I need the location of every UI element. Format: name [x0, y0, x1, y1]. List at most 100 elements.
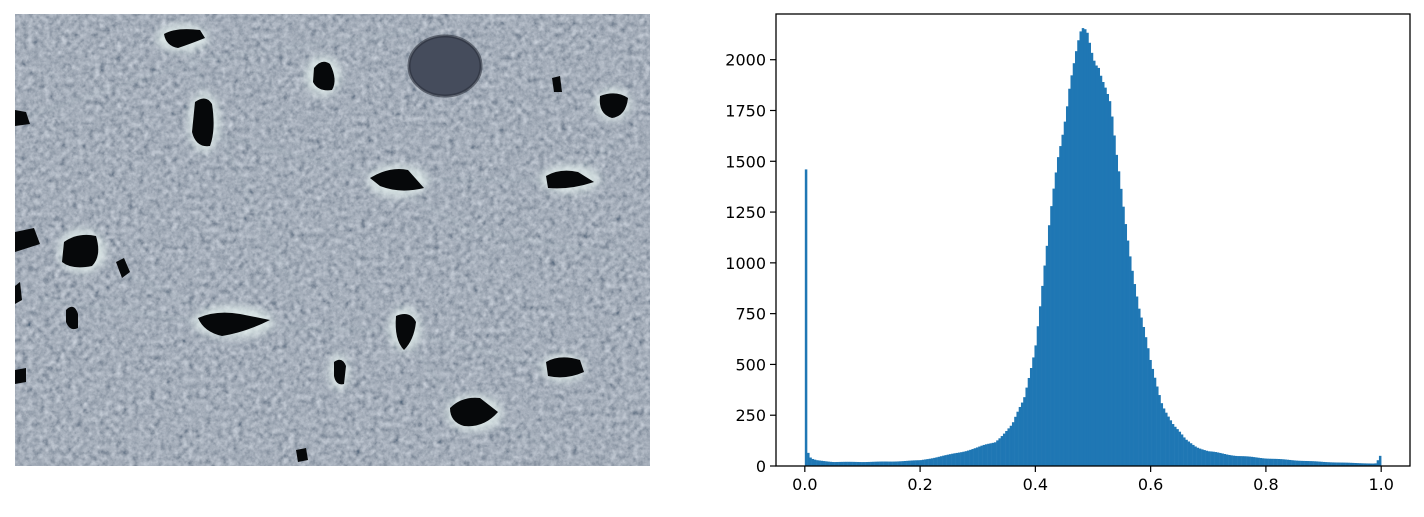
- histogram-bar: [881, 462, 884, 466]
- histogram-bar: [1039, 306, 1042, 466]
- histogram-bar: [996, 440, 999, 466]
- histogram-bar: [989, 443, 992, 466]
- histogram-bar: [1316, 461, 1319, 466]
- histogram-bar: [1377, 460, 1380, 466]
- y-tick-label: 2000: [725, 51, 766, 70]
- histogram-bar: [1284, 459, 1287, 466]
- histogram-bar: [1176, 429, 1179, 466]
- histogram-bar: [1143, 327, 1146, 466]
- histogram-bar: [1311, 461, 1314, 466]
- histogram-bar: [1095, 66, 1098, 466]
- histogram-bar: [1305, 461, 1308, 466]
- histogram-bar: [1379, 456, 1382, 466]
- histogram-bar: [1070, 75, 1073, 466]
- histogram-bar: [992, 443, 995, 466]
- histogram-bar: [1077, 40, 1080, 466]
- histogram-bar: [1098, 68, 1101, 466]
- histogram-bar: [1291, 460, 1294, 466]
- histogram-bar: [965, 451, 968, 466]
- histogram-bar: [1264, 458, 1267, 466]
- histogram-bar: [1016, 412, 1019, 466]
- histogram-bar: [1251, 457, 1254, 466]
- histogram-bar: [1174, 427, 1177, 466]
- histogram-bars: [805, 28, 1382, 466]
- histogram-bar: [1221, 453, 1224, 466]
- x-tick-label: 0.6: [1138, 475, 1163, 494]
- histogram-bar: [1170, 420, 1173, 466]
- histogram-bar: [1185, 440, 1188, 466]
- pore: [15, 368, 26, 384]
- histogram-bar: [1001, 436, 1004, 466]
- histogram-bar: [987, 444, 990, 466]
- histogram-bar: [1028, 378, 1031, 466]
- histogram-bar: [1226, 455, 1229, 466]
- y-tick-label: 500: [735, 355, 766, 374]
- histogram-bar: [1116, 155, 1119, 466]
- histogram-bar: [906, 461, 909, 466]
- histogram-bar: [1136, 297, 1139, 466]
- histogram-bar: [1172, 424, 1175, 466]
- histogram-bar: [1224, 454, 1227, 466]
- histogram-bar: [1012, 422, 1015, 466]
- histogram-bar: [893, 462, 896, 466]
- histogram-bar: [884, 462, 887, 466]
- histogram-bar: [1165, 413, 1168, 466]
- histogram-bar: [1278, 459, 1281, 466]
- pore: [296, 448, 308, 462]
- histogram-bar: [1149, 360, 1152, 466]
- histogram-bar: [1154, 378, 1157, 466]
- histogram-bar: [1048, 225, 1051, 466]
- histogram-bar: [1298, 461, 1301, 466]
- histogram-bar: [1275, 459, 1278, 466]
- histogram-bar: [1073, 63, 1076, 466]
- histogram-bar: [1289, 460, 1292, 466]
- histogram-bar: [976, 447, 979, 466]
- y-tick-label: 1000: [725, 254, 766, 273]
- histogram-bar: [1010, 426, 1013, 466]
- histogram-bar: [1032, 357, 1035, 466]
- histogram-bar: [974, 448, 977, 466]
- histogram-bar: [888, 462, 891, 466]
- histogram-bar: [917, 460, 920, 466]
- histogram-bar: [1161, 403, 1164, 466]
- histogram-bar: [1262, 458, 1265, 466]
- histogram-bar: [1034, 345, 1037, 466]
- histogram-bar: [935, 457, 938, 466]
- x-tick-label: 0.0: [792, 475, 817, 494]
- histogram-bar: [969, 450, 972, 466]
- histogram-bar: [825, 461, 828, 466]
- histogram-bar: [1190, 443, 1193, 466]
- histogram-bar: [1242, 456, 1245, 466]
- histogram-bar: [1255, 457, 1258, 466]
- histogram-bar: [1122, 207, 1125, 466]
- histogram-bar: [1199, 449, 1202, 466]
- histogram-bar: [1127, 241, 1130, 466]
- histogram-bar: [1307, 461, 1310, 466]
- histogram-bar: [1302, 461, 1305, 466]
- histogram-bar: [1091, 53, 1094, 466]
- y-tick-label: 1500: [725, 152, 766, 171]
- histogram-bar: [1140, 318, 1143, 466]
- histogram-bar: [1061, 135, 1064, 466]
- histogram-bar: [899, 461, 902, 466]
- histogram-bar: [1271, 459, 1274, 466]
- histogram-bar: [823, 461, 826, 466]
- histogram-bar: [886, 462, 889, 466]
- histogram-bar: [812, 459, 815, 466]
- x-axis: 0.0 0.2 0.4 0.6 0.8 1.0: [792, 466, 1394, 494]
- histogram-bar: [1019, 407, 1022, 466]
- histogram-bar: [827, 462, 830, 466]
- histogram-bar: [1041, 286, 1044, 466]
- histogram-bar: [1273, 459, 1276, 466]
- histogram-bar: [1233, 456, 1236, 466]
- histogram-bar: [1079, 31, 1082, 466]
- histogram-bar: [1014, 417, 1017, 466]
- histogram-bar: [1104, 88, 1107, 466]
- histogram-bar: [890, 462, 893, 466]
- histogram-bar: [953, 453, 956, 466]
- x-tick-label: 0.2: [907, 475, 932, 494]
- histogram-bar: [949, 454, 952, 466]
- histogram-bar: [915, 460, 918, 466]
- histogram-bar: [1082, 28, 1085, 466]
- histogram-bar: [1120, 189, 1123, 466]
